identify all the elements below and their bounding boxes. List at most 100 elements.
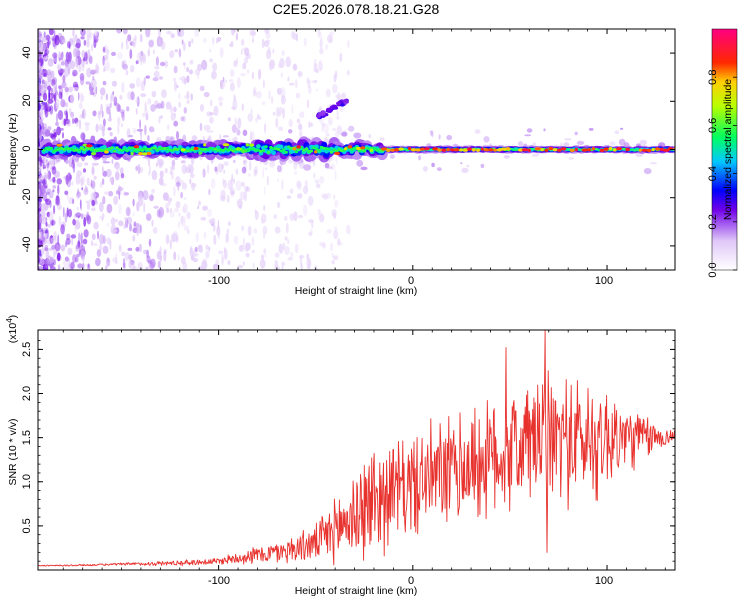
noise-blob [235, 180, 242, 192]
noise-blob [281, 261, 284, 270]
noise-blob [64, 87, 69, 93]
noise-blob [164, 168, 168, 174]
noise-blob [97, 112, 102, 119]
noise-blob [70, 234, 77, 239]
noise-blob [115, 171, 120, 181]
noise-blob [165, 202, 169, 210]
noise-blob [157, 260, 161, 269]
noise-blob [102, 46, 106, 53]
noise-blob [272, 48, 275, 54]
noise-blob [299, 111, 305, 119]
noise-blob [220, 189, 226, 200]
noise-blob [244, 245, 249, 253]
noise-blob [159, 76, 163, 80]
noise-blob [186, 91, 190, 100]
noise-blob [139, 166, 144, 174]
noise-blob [38, 250, 41, 258]
noise-blob [95, 257, 101, 267]
noise-blob [337, 238, 341, 246]
noise-blob [91, 233, 96, 241]
noise-blob [205, 250, 210, 259]
spectrogram-ytick-label: 20 [21, 94, 33, 106]
noise-blob [41, 104, 44, 110]
noise-blob [68, 208, 72, 218]
noise-blob [296, 118, 301, 124]
noise-blob [217, 96, 224, 102]
noise-blob [319, 175, 325, 184]
noise-blob [89, 91, 95, 96]
noise-blob [90, 78, 97, 89]
noise-blob [235, 168, 239, 175]
noise-blob [73, 48, 78, 58]
trace-core [459, 148, 463, 152]
trace-core [386, 148, 391, 152]
noise-blob [127, 247, 133, 251]
noise-blob [41, 210, 46, 218]
noise-blob [341, 92, 346, 99]
noise-blob [209, 99, 213, 107]
noise-blob [60, 52, 64, 61]
noise-blob [126, 44, 129, 50]
noise-blob [296, 180, 301, 189]
noise-blob [249, 29, 256, 37]
trace-core [608, 147, 613, 151]
noise-blob [353, 132, 362, 139]
trace-core [587, 148, 591, 152]
noise-blob [141, 53, 147, 64]
noise-blob [307, 86, 312, 94]
noise-blob [111, 80, 117, 87]
noise-blob [54, 170, 60, 178]
trace-blob [276, 148, 281, 151]
noise-blob [263, 248, 266, 254]
noise-blob [201, 59, 208, 71]
noise-blob [99, 181, 103, 188]
noise-blob [151, 188, 156, 194]
noise-blob [58, 91, 63, 99]
noise-blob [83, 39, 87, 46]
noise-blob [78, 249, 81, 256]
noise-blob [55, 122, 59, 126]
noise-blob [183, 225, 189, 231]
noise-blob [72, 69, 78, 77]
trace-core [415, 148, 422, 152]
noise-blob [194, 69, 201, 76]
trace-core [521, 148, 529, 152]
noise-blob [110, 217, 116, 226]
noise-blob [74, 225, 77, 235]
noise-blob [132, 198, 135, 207]
noise-blob [279, 57, 285, 69]
noise-blob [51, 219, 54, 227]
noise-blob [178, 77, 183, 81]
noise-blob [65, 159, 69, 165]
noise-blob [65, 51, 70, 63]
noise-blob [151, 219, 154, 227]
noise-blob [71, 159, 75, 169]
noise-blob [609, 141, 616, 146]
trace-blob [130, 146, 134, 150]
noise-blob [153, 205, 159, 209]
noise-blob [278, 126, 284, 131]
noise-blob [282, 242, 286, 250]
noise-blob [151, 170, 158, 181]
noise-blob [280, 72, 284, 78]
noise-blob [121, 251, 126, 257]
noise-blob [174, 49, 178, 53]
noise-blob [66, 65, 70, 72]
noise-blob [284, 245, 290, 255]
noise-blob [38, 229, 43, 239]
noise-blob [126, 106, 130, 112]
noise-blob [278, 243, 284, 254]
noise-blob [63, 67, 69, 78]
noise-blob [174, 207, 180, 213]
noise-blob [207, 163, 210, 174]
noise-blob [184, 95, 187, 99]
noise-blob [206, 111, 213, 117]
noise-blob [119, 109, 125, 114]
noise-blob [306, 258, 312, 268]
noise-blob [291, 31, 296, 39]
noise-blob [80, 232, 83, 244]
trace-core [548, 147, 554, 151]
noise-blob [137, 261, 143, 270]
noise-blob [298, 214, 303, 219]
trace-blob [110, 146, 114, 150]
